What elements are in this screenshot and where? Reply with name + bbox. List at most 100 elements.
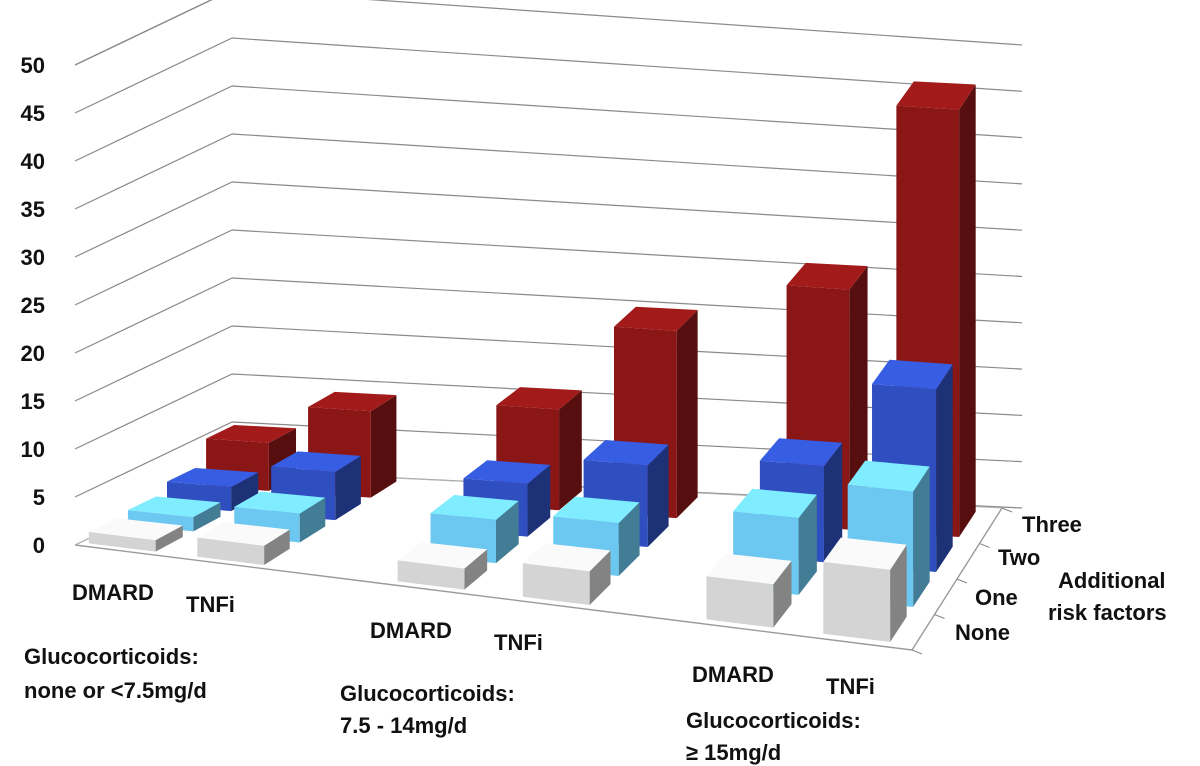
- treatment-label-tnfi: TNFi: [494, 630, 543, 655]
- bar-side: [936, 364, 953, 572]
- depth-tick: [934, 613, 945, 620]
- bar-top: [733, 488, 817, 519]
- gridline: [74, 37, 1023, 114]
- gridline: [74, 229, 1023, 306]
- bar-side: [559, 390, 582, 511]
- group-label-line2: none or <7.5mg/d: [24, 678, 207, 703]
- bar-none-1: [197, 522, 290, 565]
- bar-side: [676, 310, 698, 519]
- bar-top: [167, 467, 259, 488]
- bar-side: [335, 455, 361, 521]
- bar-side: [155, 525, 183, 552]
- group-label-line1: Glucocorticoids:: [24, 644, 199, 669]
- y-axis-ticks: 0 5 10 15 20 25 30 35 40 45 50: [21, 53, 45, 558]
- bar-top: [553, 496, 640, 524]
- bar-side: [959, 84, 976, 537]
- bar-front: [823, 561, 891, 642]
- y-tick-label: 25: [21, 293, 45, 318]
- depth-label-two: Two: [998, 545, 1040, 570]
- gridline: [74, 421, 1023, 498]
- y-tick-label: 5: [33, 485, 45, 510]
- bar-front: [197, 537, 265, 565]
- group-label-line2: ≥ 15mg/d: [686, 740, 781, 765]
- bar-top: [522, 543, 611, 572]
- bar-front: [88, 531, 156, 552]
- gridline: [74, 373, 1023, 450]
- y-tick-label: 50: [21, 53, 45, 78]
- bar-top: [583, 440, 669, 466]
- depth-tick: [911, 649, 923, 655]
- depth-axis-title-line2: risk factors: [1048, 600, 1167, 625]
- depth-label-none: None: [955, 620, 1010, 645]
- bar-side: [231, 472, 259, 512]
- bar-side: [495, 500, 519, 564]
- gridline: [74, 85, 1023, 162]
- bar-top: [759, 438, 843, 467]
- bar-none-2: [397, 542, 488, 590]
- left-wall-edge: [74, 0, 213, 66]
- y-tick-label: 30: [21, 245, 45, 270]
- treatment-label-dmard: DMARD: [72, 580, 154, 605]
- group-label-line1: Glucocorticoids:: [686, 708, 861, 733]
- bar-side: [299, 497, 326, 543]
- bar-top: [786, 262, 868, 290]
- y-tick-label: 45: [21, 101, 45, 126]
- depth-label-three: Three: [1022, 512, 1082, 537]
- bar-top: [496, 387, 582, 410]
- treatment-label-tnfi: TNFi: [826, 674, 875, 699]
- bar-side: [890, 544, 907, 642]
- bar-top: [706, 553, 792, 585]
- bar-top: [823, 537, 907, 570]
- bars: [88, 81, 976, 642]
- bar-none-5: [823, 537, 907, 642]
- bar-side: [618, 502, 640, 577]
- bar-side: [798, 494, 817, 595]
- bar-none-3: [522, 543, 611, 605]
- bar-side: [264, 529, 290, 565]
- bar-top: [234, 491, 326, 514]
- y-tick-label: 40: [21, 149, 45, 174]
- group-label-line1: Glucocorticoids:: [340, 681, 515, 706]
- depth-label-one: One: [975, 585, 1018, 610]
- bar-side: [193, 502, 221, 532]
- bar-side: [773, 560, 792, 628]
- y-tick-label: 35: [21, 197, 45, 222]
- treatment-label-dmard: DMARD: [692, 662, 774, 687]
- bar-side: [589, 550, 611, 605]
- group-label-line2: 7.5 - 14mg/d: [340, 713, 467, 738]
- bar-top: [197, 522, 290, 546]
- bar-top: [847, 460, 930, 492]
- bar-top: [308, 391, 397, 412]
- bar-side: [464, 549, 488, 590]
- bar-none-0: [88, 518, 183, 552]
- depth-tick: [956, 578, 968, 584]
- y-tick-label: 0: [33, 533, 45, 558]
- bar-top: [463, 460, 551, 484]
- bar-top: [872, 359, 953, 390]
- bar-front: [522, 563, 590, 605]
- y-tick-label: 10: [21, 437, 45, 462]
- gridline: [74, 181, 1023, 258]
- bar-none-4: [706, 553, 792, 628]
- gridline: [74, 133, 1023, 210]
- bar-side: [913, 466, 930, 607]
- depth-axis-title-line1: Additional: [1058, 568, 1166, 593]
- depth-tick: [979, 542, 990, 549]
- bar-top: [127, 496, 221, 517]
- bar-top: [397, 542, 488, 569]
- bar-side: [647, 444, 669, 548]
- y-tick-label: 20: [21, 341, 45, 366]
- bar-top: [88, 518, 183, 541]
- treatment-label-tnfi: TNFi: [186, 592, 235, 617]
- gridline: [74, 277, 1023, 354]
- bar-side: [527, 464, 551, 537]
- treatment-label-dmard: DMARD: [370, 618, 452, 643]
- labels: None One Two Three Additional risk factors DMA…: [24, 512, 1167, 765]
- bar-side: [370, 395, 397, 498]
- gridline: [74, 325, 1023, 402]
- gridline: [74, 0, 1023, 66]
- bar-top: [613, 306, 698, 331]
- bar-top: [206, 425, 297, 443]
